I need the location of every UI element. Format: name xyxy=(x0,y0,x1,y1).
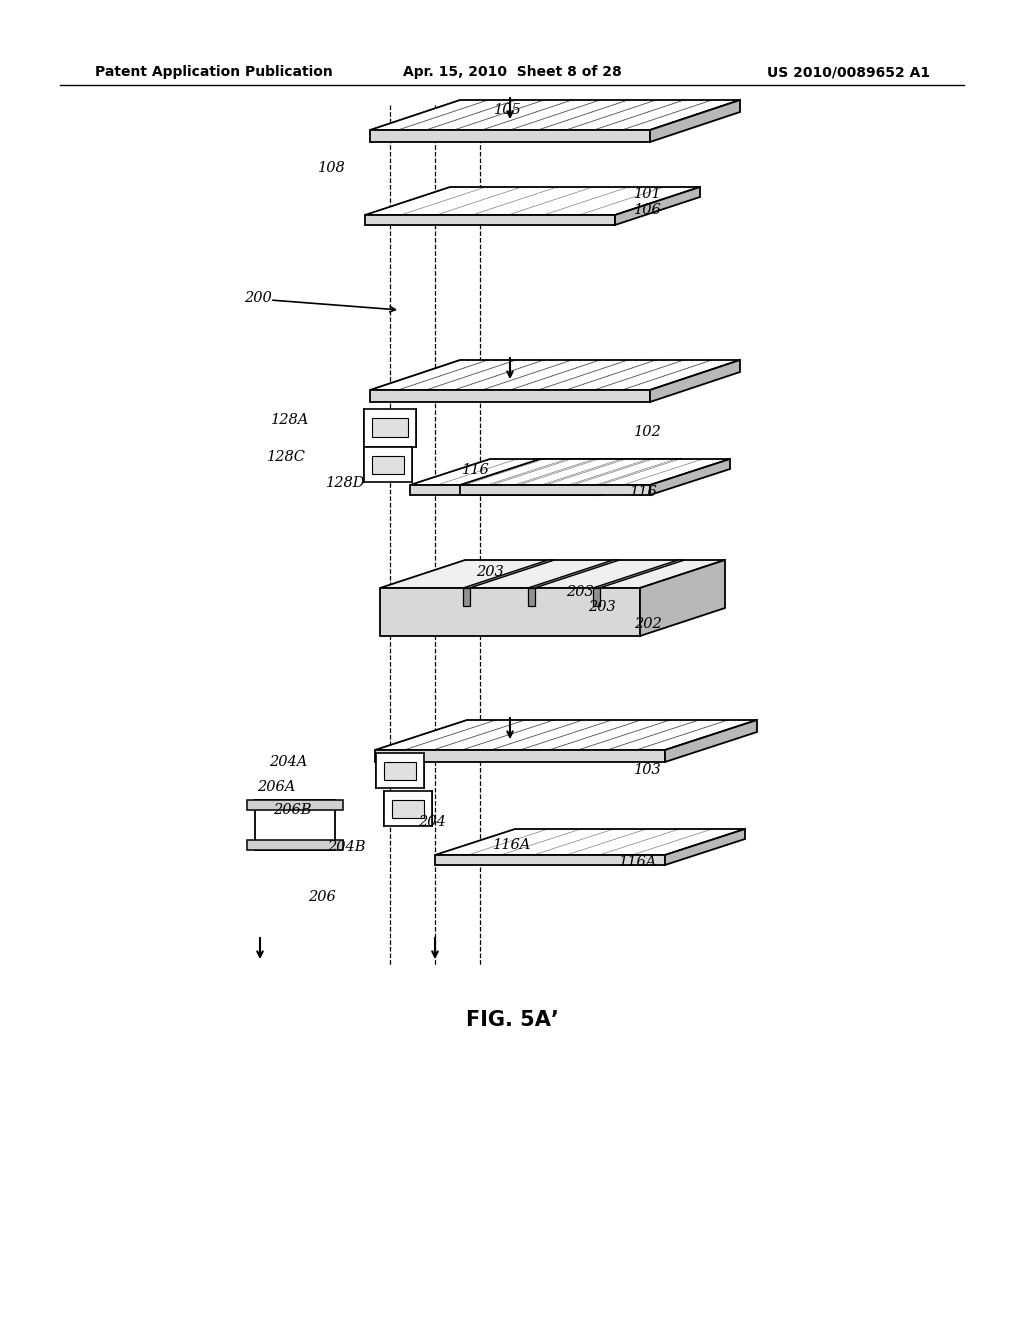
Text: 203: 203 xyxy=(566,585,594,599)
Polygon shape xyxy=(364,447,412,482)
Polygon shape xyxy=(365,187,700,215)
Text: US 2010/0089652 A1: US 2010/0089652 A1 xyxy=(767,65,930,79)
Text: 108: 108 xyxy=(318,161,346,176)
Polygon shape xyxy=(665,829,745,865)
Polygon shape xyxy=(463,560,555,587)
Text: 103: 103 xyxy=(634,763,662,777)
Polygon shape xyxy=(460,459,730,484)
Polygon shape xyxy=(255,800,335,850)
Text: 206: 206 xyxy=(308,890,336,904)
Polygon shape xyxy=(463,587,470,606)
Polygon shape xyxy=(593,587,600,606)
Polygon shape xyxy=(247,800,343,810)
Text: 128A: 128A xyxy=(270,413,309,426)
Polygon shape xyxy=(392,800,424,817)
Text: 203: 203 xyxy=(588,601,615,614)
Polygon shape xyxy=(665,719,757,762)
Text: Apr. 15, 2010  Sheet 8 of 28: Apr. 15, 2010 Sheet 8 of 28 xyxy=(402,65,622,79)
Text: 102: 102 xyxy=(634,425,662,440)
Polygon shape xyxy=(365,215,615,224)
Polygon shape xyxy=(370,100,740,129)
Polygon shape xyxy=(380,587,640,636)
Polygon shape xyxy=(376,754,424,788)
Polygon shape xyxy=(640,560,725,636)
Polygon shape xyxy=(364,408,416,446)
Text: 116A: 116A xyxy=(493,838,531,851)
Text: 200: 200 xyxy=(244,290,272,305)
Polygon shape xyxy=(372,418,408,437)
Polygon shape xyxy=(410,484,600,495)
Polygon shape xyxy=(435,829,745,855)
Polygon shape xyxy=(370,389,650,403)
Polygon shape xyxy=(650,459,730,495)
Text: 202: 202 xyxy=(634,616,662,631)
Polygon shape xyxy=(593,560,685,587)
Polygon shape xyxy=(375,719,757,750)
Polygon shape xyxy=(370,360,740,389)
Text: 204B: 204B xyxy=(327,840,366,854)
Text: 101: 101 xyxy=(634,187,662,201)
Text: 206A: 206A xyxy=(257,780,295,795)
Text: 116: 116 xyxy=(462,463,489,477)
Text: 116A: 116A xyxy=(618,855,657,869)
Polygon shape xyxy=(380,560,725,587)
Text: 116: 116 xyxy=(630,484,657,499)
Polygon shape xyxy=(375,750,665,762)
Polygon shape xyxy=(650,100,740,143)
Polygon shape xyxy=(615,187,700,224)
Text: 203: 203 xyxy=(476,565,504,579)
Polygon shape xyxy=(372,455,404,474)
Text: 105: 105 xyxy=(495,103,522,117)
Polygon shape xyxy=(370,129,650,143)
Polygon shape xyxy=(527,560,620,587)
Text: 204: 204 xyxy=(418,814,445,829)
Polygon shape xyxy=(410,459,680,484)
Text: 206B: 206B xyxy=(272,803,311,817)
Polygon shape xyxy=(460,484,650,495)
Text: 106: 106 xyxy=(634,203,662,216)
Polygon shape xyxy=(600,459,680,495)
Text: FIG. 5Aʼ: FIG. 5Aʼ xyxy=(466,1010,558,1030)
Polygon shape xyxy=(247,840,343,850)
Text: Patent Application Publication: Patent Application Publication xyxy=(95,65,333,79)
Text: 128C: 128C xyxy=(266,450,305,465)
Polygon shape xyxy=(527,587,535,606)
Polygon shape xyxy=(435,855,665,865)
Polygon shape xyxy=(384,762,416,780)
Polygon shape xyxy=(384,791,432,826)
Polygon shape xyxy=(650,360,740,403)
Text: 128D: 128D xyxy=(327,477,366,490)
Text: 204A: 204A xyxy=(269,755,307,770)
